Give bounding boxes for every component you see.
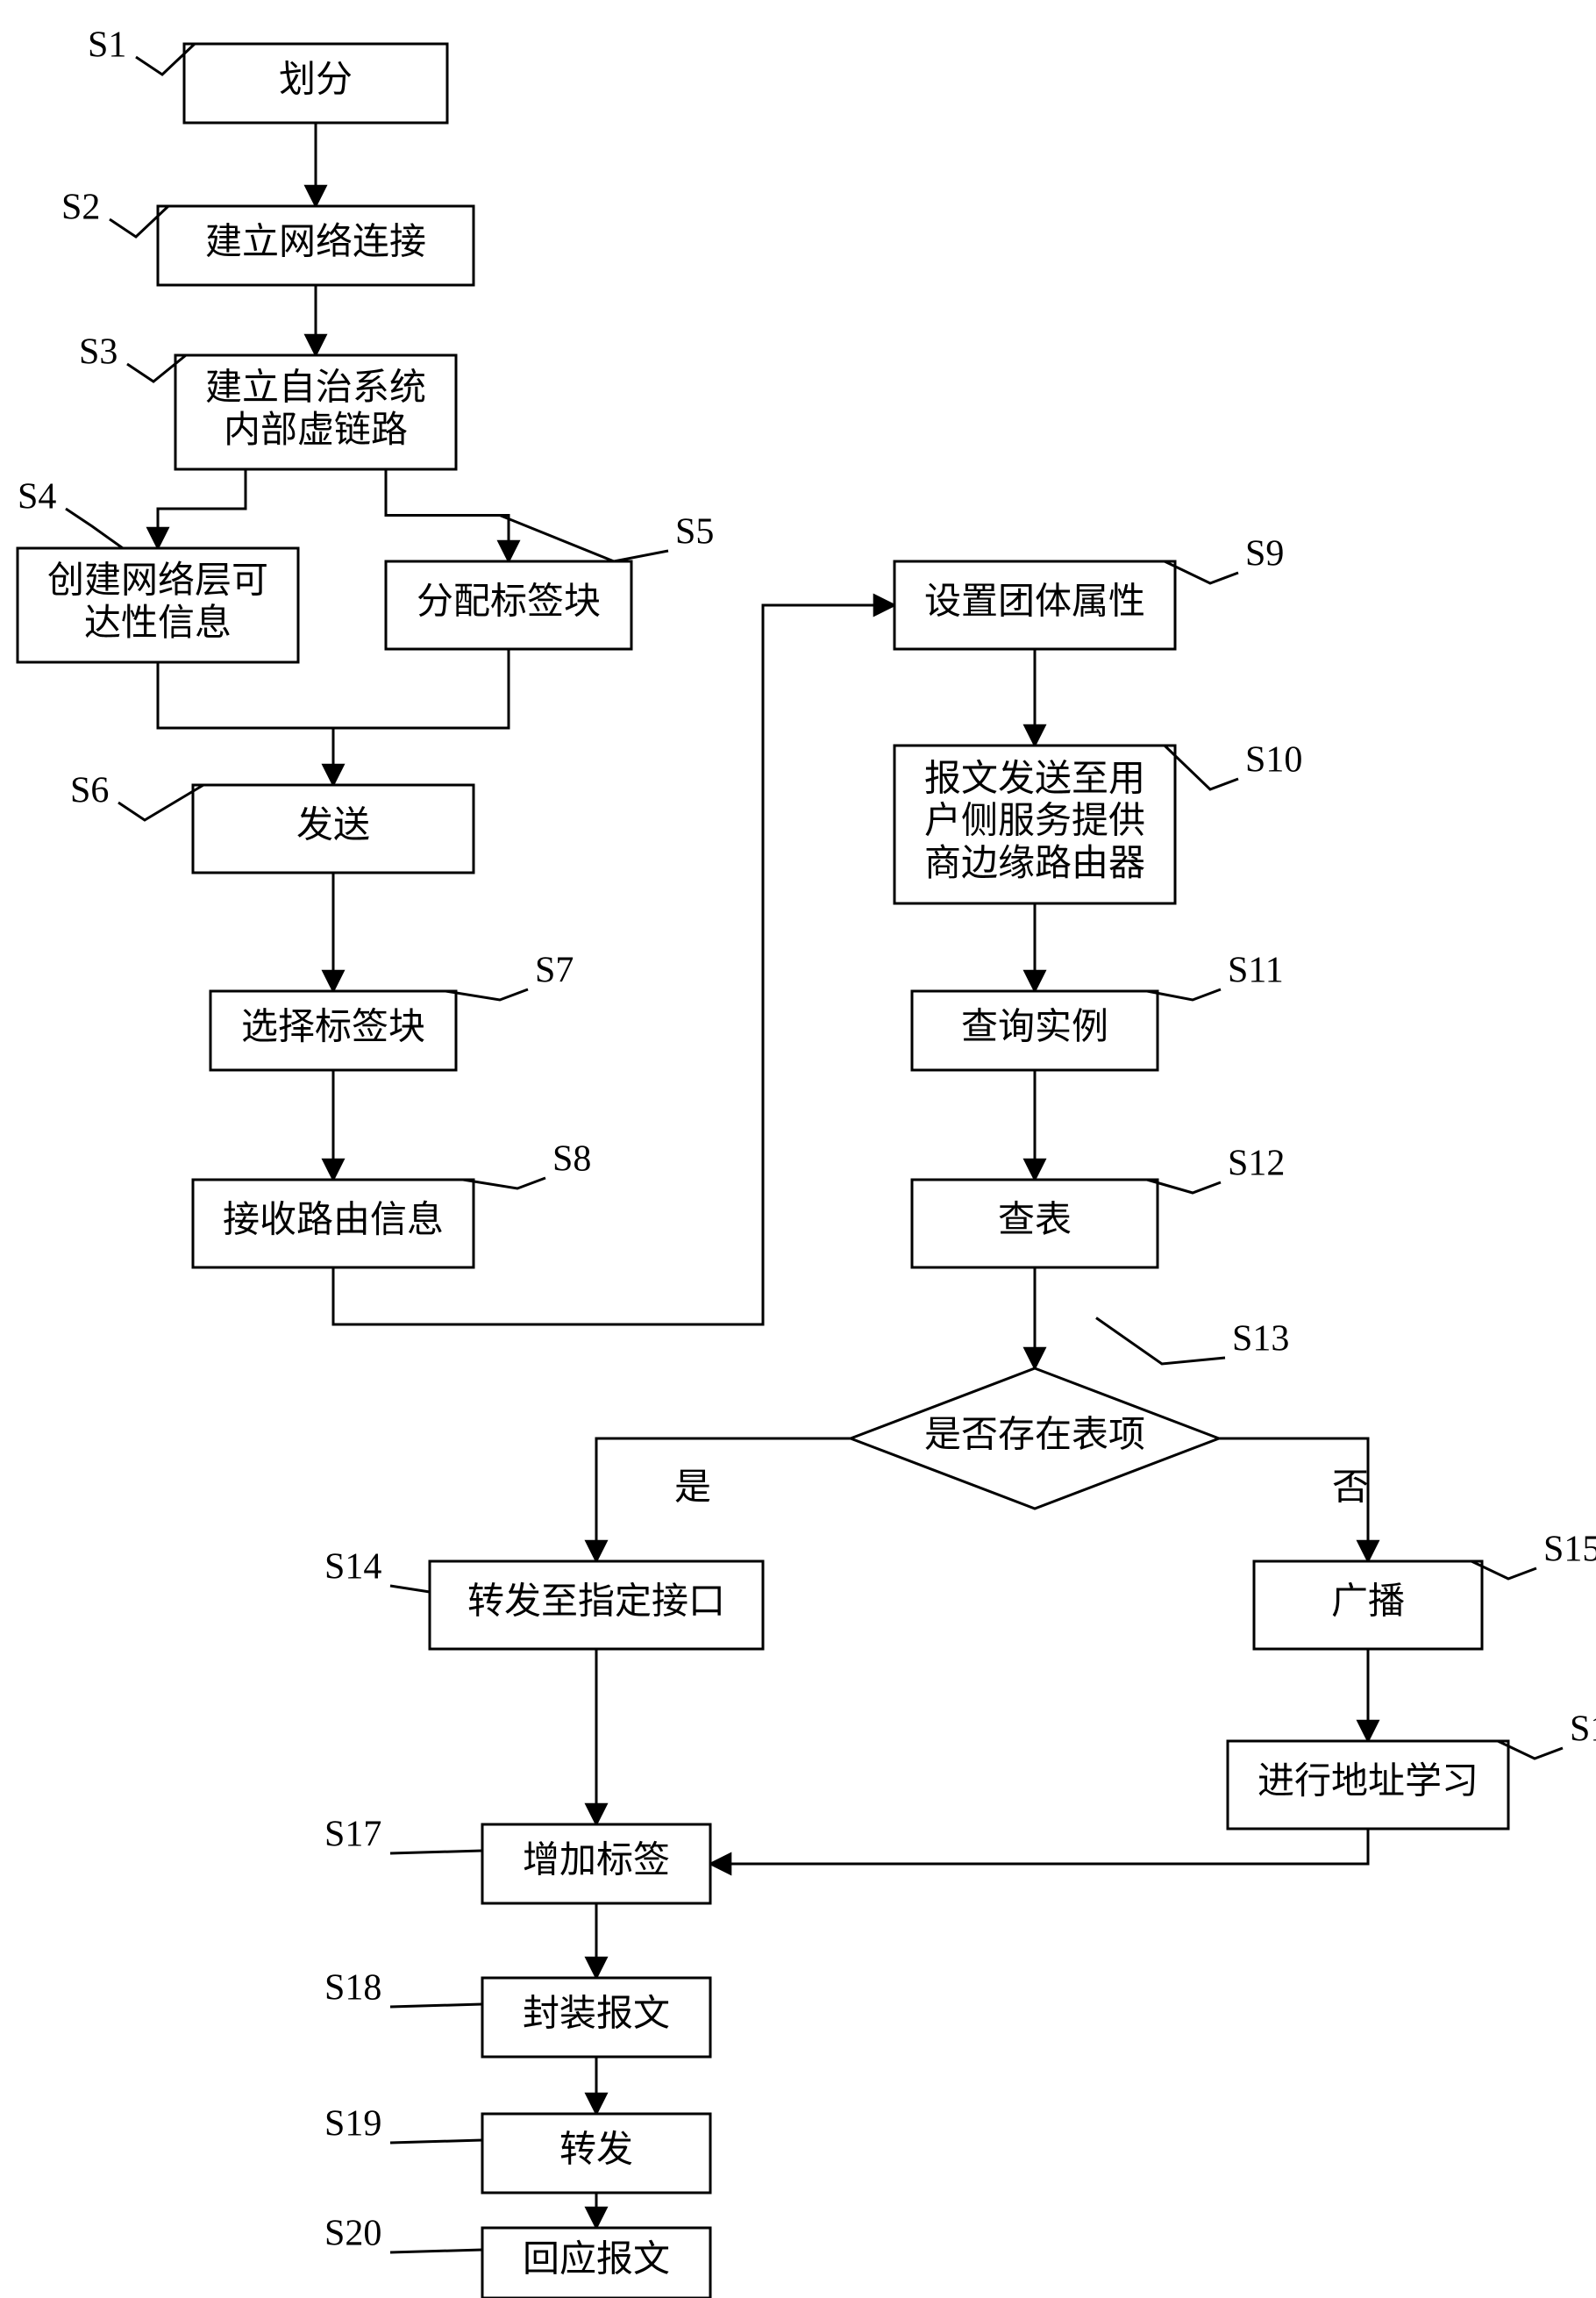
node-label: 分配标签块 — [417, 582, 601, 623]
step-label-text: S6 — [70, 771, 109, 811]
node-label: 户侧服务提供 — [924, 802, 1145, 842]
node-label: 转发至指定接口 — [467, 1581, 725, 1623]
node-label: 广播 — [1331, 1582, 1405, 1623]
flow-node-n14: 转发至指定接口 — [430, 1561, 763, 1649]
step-label-text: S20 — [324, 2214, 381, 2254]
node-label: 达性信息 — [84, 603, 232, 644]
step-label-s20: S20 — [324, 2214, 482, 2254]
step-label-s11: S11 — [1147, 951, 1284, 1000]
node-label: 发送 — [296, 806, 370, 846]
step-label-s10: S10 — [1165, 740, 1302, 789]
step-label-text: S19 — [324, 2104, 381, 2145]
node-label: 建立自治系统 — [205, 367, 426, 408]
node-label: 报文发送至用 — [924, 758, 1145, 799]
flow-node-n6: 发送 — [193, 785, 474, 873]
flow-node-n18: 封装报文 — [482, 1978, 710, 2057]
node-label: 选择标签块 — [241, 1008, 425, 1048]
step-label-text: S9 — [1245, 534, 1284, 574]
step-label-s14: S14 — [324, 1547, 430, 1592]
flow-node-n1: 划分 — [184, 44, 447, 123]
flow-node-n15: 广播 — [1254, 1561, 1482, 1649]
step-label-s16: S16 — [1498, 1709, 1596, 1759]
step-label-text: S7 — [535, 951, 574, 991]
node-label: 增加标签 — [523, 1841, 670, 1881]
step-label-s13: S13 — [1096, 1318, 1289, 1365]
node-label: 进行地址学习 — [1258, 1761, 1478, 1802]
step-label-s1: S1 — [88, 25, 195, 75]
step-label-s17: S17 — [324, 1815, 482, 1855]
node-label: 划分 — [279, 61, 353, 101]
flow-node-n19: 转发 — [482, 2114, 710, 2193]
flow-node-n11: 查询实例 — [912, 991, 1158, 1070]
step-label-s4: S4 — [18, 477, 123, 548]
node-label: 建立网络连接 — [205, 222, 426, 263]
node-label: 查表 — [998, 1201, 1072, 1241]
node-label: 内部虚链路 — [224, 410, 408, 451]
step-label-text: S2 — [61, 188, 100, 228]
node-label: 转发 — [559, 2130, 633, 2171]
step-label-s19: S19 — [324, 2104, 482, 2145]
step-label-s9: S9 — [1165, 534, 1284, 583]
flow-node-n10: 报文发送至用户侧服务提供商边缘路由器 — [894, 746, 1175, 903]
step-label-text: S15 — [1543, 1530, 1596, 1570]
step-label-text: S5 — [675, 512, 714, 553]
step-label-s18: S18 — [324, 1968, 482, 2009]
step-label-text: S11 — [1228, 951, 1284, 991]
flow-node-n16: 进行地址学习 — [1228, 1741, 1508, 1829]
flow-node-n8: 接收路由信息 — [193, 1180, 474, 1267]
flow-node-n3: 建立自治系统内部虚链路 — [175, 355, 456, 469]
step-label-text: S16 — [1570, 1709, 1596, 1750]
step-label-s8: S8 — [463, 1139, 591, 1188]
node-label: 商边缘路由器 — [924, 844, 1145, 884]
node-label: 接收路由信息 — [223, 1200, 444, 1241]
step-label-text: S4 — [18, 477, 56, 517]
step-label-s12: S12 — [1147, 1144, 1285, 1193]
flow-node-n13: 是否存在表项 — [851, 1368, 1219, 1509]
step-label-s6: S6 — [70, 771, 203, 820]
step-label-text: S1 — [88, 25, 126, 66]
flow-node-n9: 设置团体属性 — [894, 561, 1175, 649]
node-label: 查询实例 — [961, 1007, 1108, 1048]
flow-node-n12: 查表 — [912, 1180, 1158, 1267]
step-label-s3: S3 — [79, 332, 186, 382]
step-label-text: S12 — [1228, 1144, 1285, 1184]
step-label-s5: S5 — [500, 512, 714, 561]
node-label: 封装报文 — [523, 1994, 670, 2035]
step-label-text: S10 — [1245, 740, 1302, 781]
step-label-text: S13 — [1232, 1319, 1289, 1360]
flow-node-n4: 创建网络层可达性信息 — [18, 548, 298, 662]
flow-node-n7: 选择标签块 — [210, 991, 456, 1070]
node-label: 是否存在表项 — [924, 1416, 1145, 1456]
step-label-s15: S15 — [1471, 1530, 1596, 1579]
flow-node-n20: 回应报文 — [482, 2228, 710, 2298]
step-label-text: S14 — [324, 1547, 381, 1588]
step-label-text: S18 — [324, 1968, 381, 2009]
edge-label: 否 — [1332, 1468, 1369, 1509]
node-label: 设置团体属性 — [924, 582, 1145, 623]
step-label-s7: S7 — [445, 951, 574, 1000]
flow-node-n17: 增加标签 — [482, 1824, 710, 1903]
step-label-text: S8 — [552, 1139, 591, 1180]
edge-label: 是 — [674, 1468, 711, 1509]
node-label: 创建网络层可 — [47, 560, 268, 601]
step-label-s2: S2 — [61, 188, 168, 237]
flow-node-n2: 建立网络连接 — [158, 206, 474, 285]
flow-node-n5: 分配标签块 — [386, 561, 631, 649]
step-label-text: S17 — [324, 1815, 381, 1855]
node-label: 回应报文 — [523, 2239, 670, 2280]
step-label-text: S3 — [79, 332, 118, 373]
